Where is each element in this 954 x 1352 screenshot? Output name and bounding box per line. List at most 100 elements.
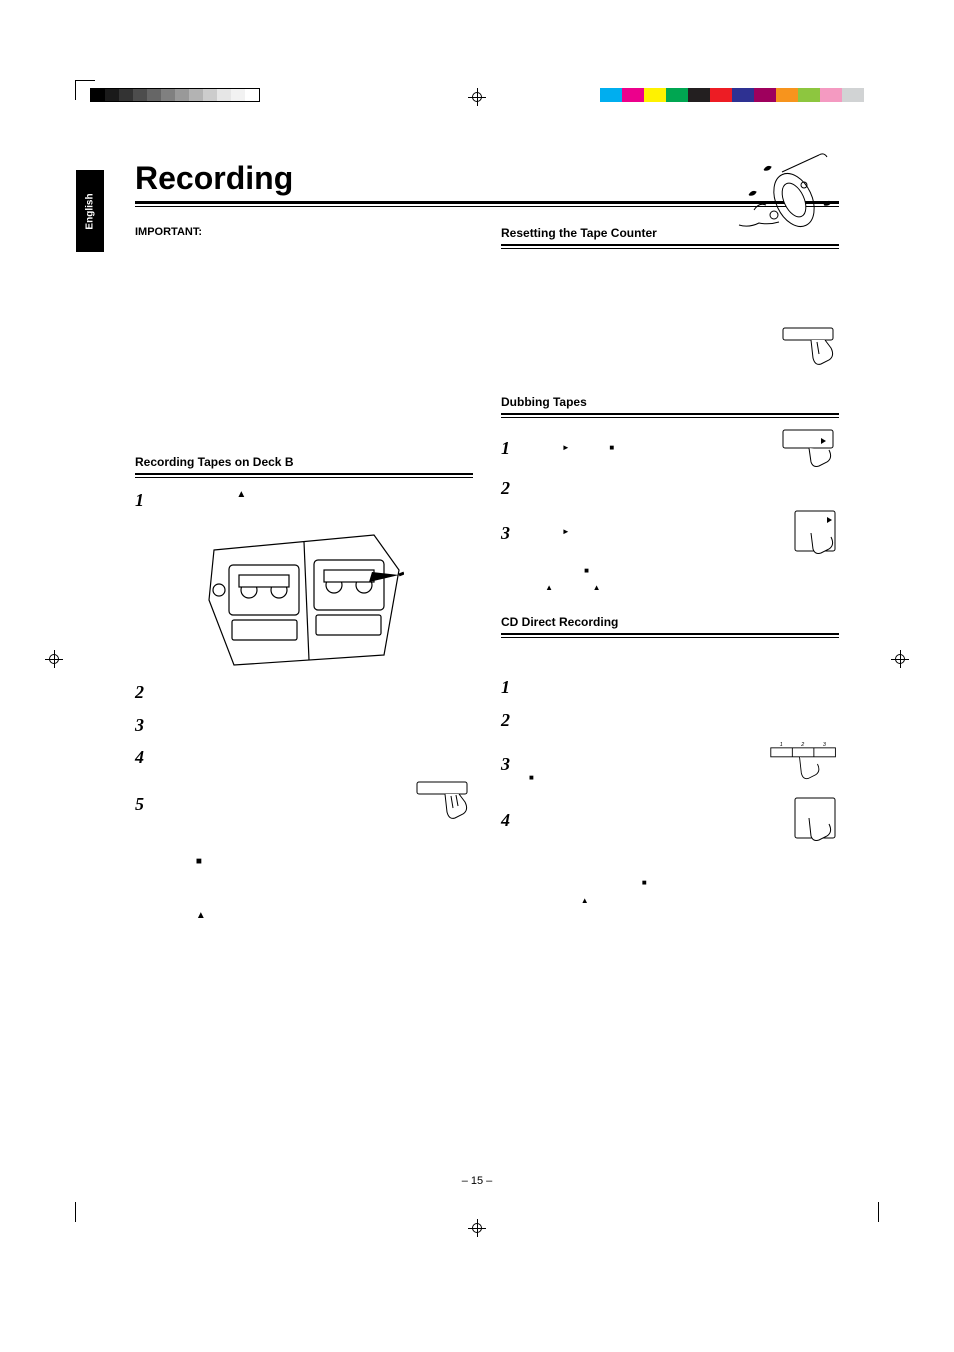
press-button-illustration [791, 509, 839, 557]
step-row: 1 hidden step text ▲ more hidden [135, 488, 473, 512]
left-column: IMPORTANT: placeholder note text line th… [135, 225, 473, 923]
crop-mark [859, 1202, 879, 1222]
step-text: hidden step text line for spacing here a… [161, 680, 473, 694]
stop-icon: ■ [609, 443, 614, 454]
step-text: hidden step content line sub ■ [527, 743, 759, 786]
svg-text:1: 1 [780, 742, 783, 748]
crop-mark [75, 1202, 95, 1222]
step-text: hidden step text line [161, 713, 473, 727]
step-note: hidden ■ hidden [135, 855, 473, 869]
section-rule [501, 248, 839, 249]
step-note: hid ▲ hidden ▲ [527, 582, 839, 596]
svg-text:2: 2 [800, 742, 804, 748]
step-row: 3 hidden step text line [135, 713, 473, 737]
language-tab: English [76, 170, 104, 252]
page-content: Recording IMPORTANT: placeholder note te… [135, 160, 839, 1192]
list-item: placeholder note text line that is hidde… [135, 281, 473, 308]
press-button-illustration [791, 796, 839, 844]
play-icon: ► [562, 443, 570, 454]
step-number: 3 [501, 752, 517, 776]
eject-icon: ▲ [545, 583, 553, 594]
section-rule [501, 417, 839, 418]
step-note: hidden closing note text content that sp… [527, 858, 839, 872]
step-row: 2 hidden step text line for spacing here… [135, 680, 473, 704]
step-text: hidden step text line for spacing here a… [161, 745, 473, 772]
list-item: placeholder note text line that is hidde… [135, 409, 473, 436]
registration-mark-icon [891, 650, 909, 668]
step-row: 2 hidden step content line here more tex… [501, 708, 839, 732]
section-rule [501, 244, 839, 246]
eject-icon: ▲ [196, 909, 206, 923]
step-number: 2 [135, 680, 151, 704]
list-item: placeholder note text line that is hidde… [135, 263, 473, 277]
step-row: 4 hidden step text line for spacing here… [135, 745, 473, 772]
step-note: hidden ▲ hidden [135, 909, 473, 923]
step-row: 3 hidden step content line sub ■ 1 2 [501, 740, 839, 788]
step-row: 5 hidden step text line here [135, 780, 473, 828]
svg-text:3: 3 [823, 742, 826, 748]
section-rule [501, 633, 839, 635]
stop-icon: ■ [642, 878, 647, 889]
step-note: hidden sub text line [135, 836, 473, 850]
body-text: hidden paragraph text that occupies seve… [501, 259, 839, 286]
section-heading: Recording Tapes on Deck B [135, 454, 473, 470]
language-label: English [85, 193, 96, 229]
press-button-illustration [781, 326, 839, 374]
important-heading: IMPORTANT: [135, 225, 473, 240]
eject-icon: ▲ [236, 488, 246, 502]
step-note: hidden text content more ■ [527, 877, 839, 891]
page-number: – 15 – [0, 1175, 954, 1187]
step-text: hidden step text line here [161, 797, 405, 811]
stop-icon: ■ [529, 773, 534, 784]
color-calibration-bar [600, 88, 864, 102]
manual-page: English Recording [0, 0, 954, 1352]
section-heading: Dubbing Tapes [501, 394, 839, 410]
eject-icon: ▲ [593, 583, 601, 594]
press-button-illustration [781, 428, 839, 468]
step-number: 4 [135, 745, 151, 769]
registration-mark-icon [468, 1219, 486, 1237]
step-row: 1 hidden ► hidden ■ [501, 428, 839, 468]
section-rule [135, 477, 473, 478]
step-row: 3 hidden ► hidden text more [501, 509, 839, 557]
list-item: placeholder note text line that is hidde… [135, 312, 473, 339]
step-number: 3 [501, 521, 517, 545]
registration-mark-icon [45, 650, 63, 668]
step-number: 1 [135, 488, 151, 512]
cassette-deck-illustration [204, 520, 404, 670]
important-notes-list: placeholder note text line that is hidde… [135, 246, 473, 436]
stop-icon: ■ [584, 566, 589, 577]
section-rule [135, 473, 473, 475]
registration-mark-icon [468, 88, 486, 106]
violin-decoration-icon [734, 150, 844, 240]
step-note: hidden note ■ [527, 565, 839, 579]
step-number: 5 [135, 792, 151, 816]
list-item: placeholder note text line that is hidde… [135, 360, 473, 387]
play-icon: ► [562, 527, 570, 538]
step-number: 2 [501, 708, 517, 732]
list-item: placeholder note text line that is hidde… [135, 391, 473, 405]
crop-mark [75, 80, 95, 100]
two-column-layout: IMPORTANT: placeholder note text line th… [135, 225, 839, 923]
body-text: hidden intro paragraph text content that… [501, 648, 839, 662]
list-item: placeholder note text line that is hidde… [135, 246, 473, 260]
grayscale-calibration-bar [90, 88, 260, 102]
step-text: hidden step text ▲ more hidden [161, 488, 473, 502]
right-column: Resetting the Tape Counter hidden paragr… [501, 225, 839, 923]
step-text: hidden ► hidden ■ [527, 442, 759, 456]
step-note: hidden text ▲ [527, 895, 839, 909]
step-note: hidden sub text line more content [135, 889, 473, 903]
step-text: hidden step content text [527, 813, 759, 827]
step-number: 4 [501, 808, 517, 832]
step-number: 1 [501, 675, 517, 699]
press-button-illustration [415, 780, 473, 828]
step-row: 2 hidden step text content line here mor… [501, 476, 839, 500]
list-item: placeholder note text line that is hidde… [135, 343, 473, 357]
step-number: 2 [501, 476, 517, 500]
step-text: hidden step content line here more text [527, 713, 839, 727]
stop-icon: ■ [196, 855, 202, 869]
step-text: hidden step content [527, 681, 839, 695]
section-rule [501, 413, 839, 415]
step-text: hidden ► hidden text more [527, 526, 759, 540]
disc-select-illustration: 1 2 3 [769, 740, 839, 788]
